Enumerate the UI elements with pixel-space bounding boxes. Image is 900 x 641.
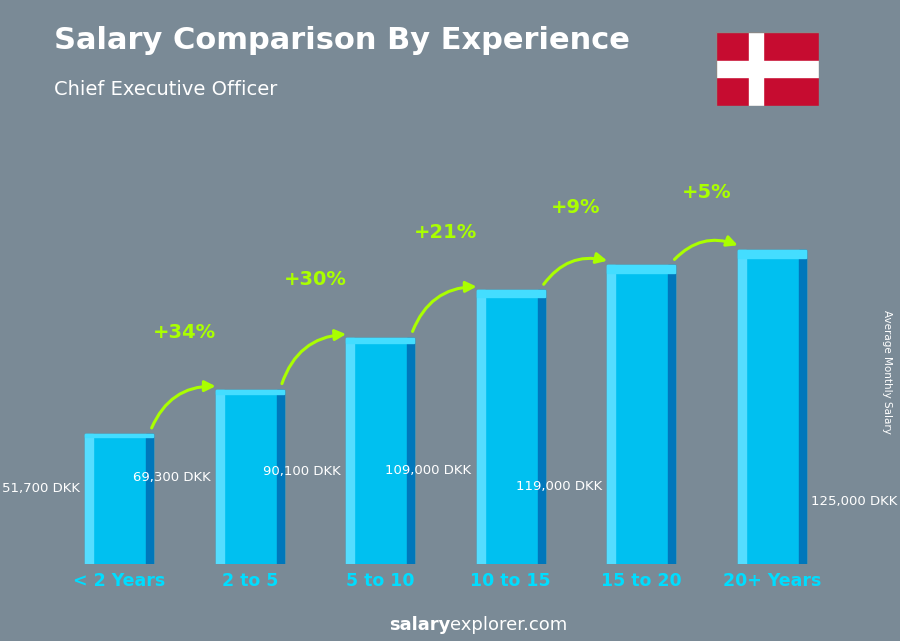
Bar bbox=[216, 390, 284, 394]
Text: Average Monthly Salary: Average Monthly Salary bbox=[881, 310, 892, 434]
Bar bbox=[477, 290, 544, 297]
Bar bbox=[738, 250, 746, 564]
Text: Salary Comparison By Experience: Salary Comparison By Experience bbox=[54, 26, 630, 54]
Text: +34%: +34% bbox=[153, 322, 216, 342]
Bar bbox=[538, 290, 544, 564]
Bar bbox=[147, 434, 153, 564]
Bar bbox=[408, 338, 414, 564]
Bar bbox=[608, 265, 616, 564]
Text: 51,700 DKK: 51,700 DKK bbox=[2, 482, 80, 495]
Text: 125,000 DKK: 125,000 DKK bbox=[811, 495, 897, 508]
Text: 109,000 DKK: 109,000 DKK bbox=[385, 465, 472, 478]
Bar bbox=[346, 338, 414, 344]
Bar bbox=[216, 390, 224, 564]
Text: +5%: +5% bbox=[681, 183, 732, 202]
Text: +21%: +21% bbox=[414, 223, 477, 242]
Bar bbox=[477, 290, 544, 564]
Bar bbox=[277, 390, 284, 564]
Text: +30%: +30% bbox=[284, 271, 346, 290]
Bar bbox=[608, 265, 675, 564]
Bar bbox=[749, 32, 763, 106]
Text: 119,000 DKK: 119,000 DKK bbox=[516, 480, 602, 493]
Bar bbox=[346, 338, 414, 564]
Bar bbox=[216, 390, 284, 564]
Text: explorer.com: explorer.com bbox=[450, 616, 567, 634]
Bar bbox=[738, 250, 806, 564]
Bar bbox=[346, 338, 355, 564]
Bar bbox=[86, 434, 153, 564]
Text: 69,300 DKK: 69,300 DKK bbox=[133, 470, 211, 483]
Bar bbox=[738, 250, 806, 258]
Bar bbox=[669, 265, 675, 564]
Text: 90,100 DKK: 90,100 DKK bbox=[264, 465, 341, 478]
Bar bbox=[477, 290, 485, 564]
Bar bbox=[608, 265, 675, 272]
Text: Chief Executive Officer: Chief Executive Officer bbox=[54, 80, 277, 99]
Text: +9%: +9% bbox=[551, 198, 601, 217]
Bar bbox=[86, 434, 153, 437]
Bar bbox=[716, 61, 819, 77]
Bar bbox=[86, 434, 94, 564]
Text: salary: salary bbox=[389, 616, 450, 634]
Bar bbox=[799, 250, 806, 564]
